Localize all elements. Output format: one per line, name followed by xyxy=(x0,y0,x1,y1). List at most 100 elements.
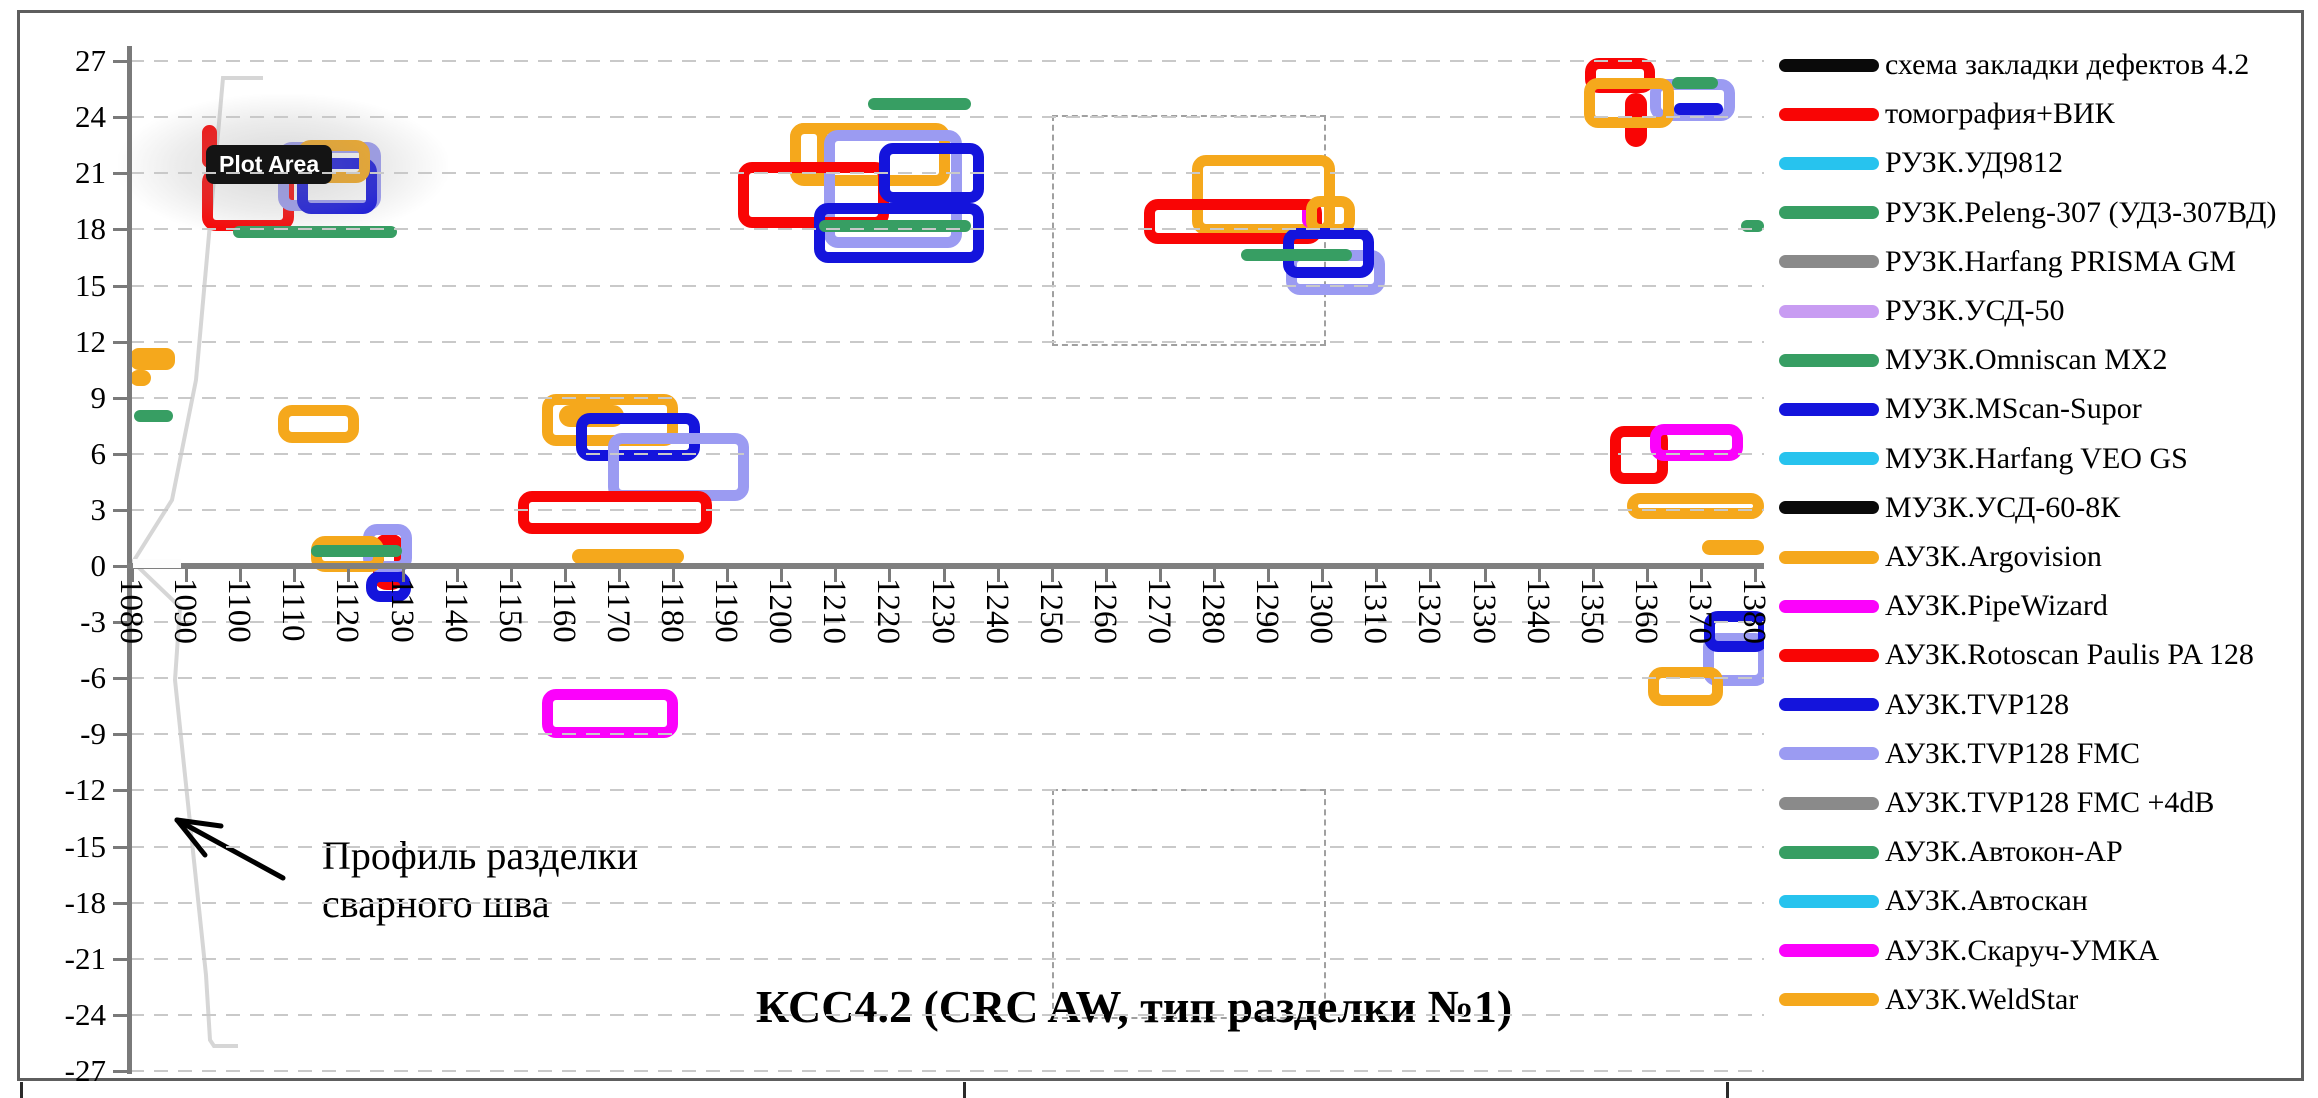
defect-box[interactable] xyxy=(1703,610,1764,652)
x-tick xyxy=(780,569,784,582)
legend-label: РУЗК.УД9812 xyxy=(1885,146,2063,180)
defect-box[interactable] xyxy=(297,158,378,215)
y-tick-label: -18 xyxy=(64,884,106,920)
y-tick xyxy=(113,733,130,737)
legend-item[interactable]: МУЗК.Harfang VEO GS xyxy=(1779,439,2188,479)
legend-item[interactable]: АУЗК.Скаруч-УМКА xyxy=(1779,931,2159,971)
x-tick-label: 1340 xyxy=(1519,578,1556,644)
defect-box[interactable] xyxy=(571,549,684,565)
legend-label: томография+ВИК xyxy=(1885,97,2115,131)
defect-box[interactable] xyxy=(1650,423,1744,462)
x-tick xyxy=(509,569,513,582)
defect-box[interactable] xyxy=(1701,539,1764,555)
x-tick xyxy=(1645,569,1649,582)
legend-item[interactable]: АУЗК.Автоскан xyxy=(1779,881,2088,921)
defect-box[interactable] xyxy=(541,689,679,739)
x-tick xyxy=(1429,569,1433,582)
legend-item[interactable]: АУЗК.Argovision xyxy=(1779,537,2102,577)
legend-label: РУЗК.Peleng-307 (УД3-307ВД) xyxy=(1885,195,2277,229)
legend-item[interactable]: РУЗК.УД9812 xyxy=(1779,143,2063,183)
legend-item[interactable]: АУЗК.Rotoscan Paulis PA 128 xyxy=(1779,635,2254,675)
defect-box[interactable] xyxy=(790,122,950,187)
y-tick-label: -24 xyxy=(64,996,106,1032)
y-tick-label: 9 xyxy=(90,379,107,415)
legend-item[interactable]: МУЗК.УСД-60-8К xyxy=(1779,488,2120,528)
legend-item[interactable]: РУЗК.УСД-50 xyxy=(1779,291,2065,331)
defect-box[interactable] xyxy=(518,491,712,535)
line-mark[interactable] xyxy=(310,545,403,558)
y-tick xyxy=(113,452,130,456)
legend-label: РУЗК.УСД-50 xyxy=(1885,294,2065,327)
defect-box[interactable] xyxy=(1703,633,1764,686)
legend-item[interactable]: томография+ВИК xyxy=(1779,94,2115,134)
x-tick xyxy=(1483,569,1487,582)
x-tick-label: 1080 xyxy=(113,578,149,644)
x-tick xyxy=(1213,569,1216,582)
legend-item[interactable]: АУЗК.WeldStar xyxy=(1779,980,2078,1020)
x-tick-label: 1300 xyxy=(1303,578,1340,644)
gridline xyxy=(130,116,1764,119)
y-tick xyxy=(113,845,130,849)
x-tick xyxy=(1591,569,1595,582)
defect-box[interactable] xyxy=(1583,77,1674,129)
legend-swatch-cyan xyxy=(1779,894,1879,908)
x-tick-label: 1090 xyxy=(167,578,204,644)
legend-item[interactable]: МУЗК.MScan-Supor xyxy=(1779,389,2142,429)
gridline xyxy=(130,228,1764,231)
legend-item[interactable]: РУЗК.Harfang PRISMA GM xyxy=(1779,242,2236,282)
gridline xyxy=(130,677,1764,680)
line-mark[interactable] xyxy=(867,98,971,111)
x-tick-label: 1210 xyxy=(816,578,853,644)
line-mark[interactable] xyxy=(1673,102,1723,115)
x-tick xyxy=(942,569,946,582)
y-tick-label: 15 xyxy=(75,267,106,303)
y-tick-label: -15 xyxy=(64,828,106,864)
legend-swatch-cyan xyxy=(1779,156,1879,170)
legend-item[interactable]: схема закладки дефектов 4.2 xyxy=(1779,45,2249,85)
legend-item[interactable]: АУЗК.TVP128 xyxy=(1779,685,2069,725)
x-tick xyxy=(1050,569,1054,582)
gridline xyxy=(130,621,1764,624)
defect-box[interactable] xyxy=(1648,666,1723,707)
x-tick-label: 1220 xyxy=(870,578,907,644)
legend-item[interactable]: АУЗК.Автокон-АР xyxy=(1779,832,2123,872)
y-tick-label: -3 xyxy=(80,604,106,640)
x-tick-label: 1290 xyxy=(1249,578,1286,644)
x-tick xyxy=(996,569,1000,582)
y-tick-label: -27 xyxy=(64,1052,106,1088)
line-mark[interactable] xyxy=(1241,248,1352,261)
x-tick-label: 1250 xyxy=(1032,578,1069,644)
x-tick xyxy=(1754,569,1757,582)
legend-item[interactable]: АУЗК.TVP128 FMC xyxy=(1779,734,2140,774)
legend-swatch-seagreen xyxy=(1779,845,1879,859)
x-tick xyxy=(563,569,567,582)
defect-box[interactable] xyxy=(366,570,411,602)
legend-item[interactable]: АУЗК.TVP128 FMC +4dB xyxy=(1779,783,2214,823)
defect-box[interactable] xyxy=(813,203,985,264)
y-tick xyxy=(113,340,130,344)
defect-box[interactable] xyxy=(278,405,360,443)
line-mark[interactable] xyxy=(134,410,173,423)
annotation-line1: Профиль разделки xyxy=(322,833,639,878)
x-tick xyxy=(726,569,730,582)
x-tick-label: 1310 xyxy=(1357,578,1394,644)
legend-item[interactable]: МУЗК.Omniscan MX2 xyxy=(1779,340,2168,380)
y-tick xyxy=(113,228,130,232)
defect-box[interactable] xyxy=(824,130,962,249)
legend-item[interactable]: РУЗК.Peleng-307 (УД3-307ВД) xyxy=(1779,193,2276,233)
x-tick xyxy=(401,569,405,582)
legend-label: МУЗК.MScan-Supor xyxy=(1885,392,2142,426)
x-tick xyxy=(672,569,675,582)
x-tick-label: 1160 xyxy=(545,578,582,643)
legend-label: МУЗК.Omniscan MX2 xyxy=(1885,343,2168,377)
legend-label: МУЗК.Harfang VEO GS xyxy=(1885,441,2188,475)
defect-box[interactable] xyxy=(130,369,151,387)
line-mark[interactable] xyxy=(1671,76,1719,89)
legend-swatch-gray xyxy=(1779,796,1879,810)
x-tick-label: 1240 xyxy=(978,578,1015,644)
legend-item[interactable]: АУЗК.PipeWizard xyxy=(1779,586,2108,626)
defect-box[interactable] xyxy=(130,348,176,370)
defect-box[interactable] xyxy=(1626,493,1764,520)
x-tick-label: 1110 xyxy=(275,578,312,642)
